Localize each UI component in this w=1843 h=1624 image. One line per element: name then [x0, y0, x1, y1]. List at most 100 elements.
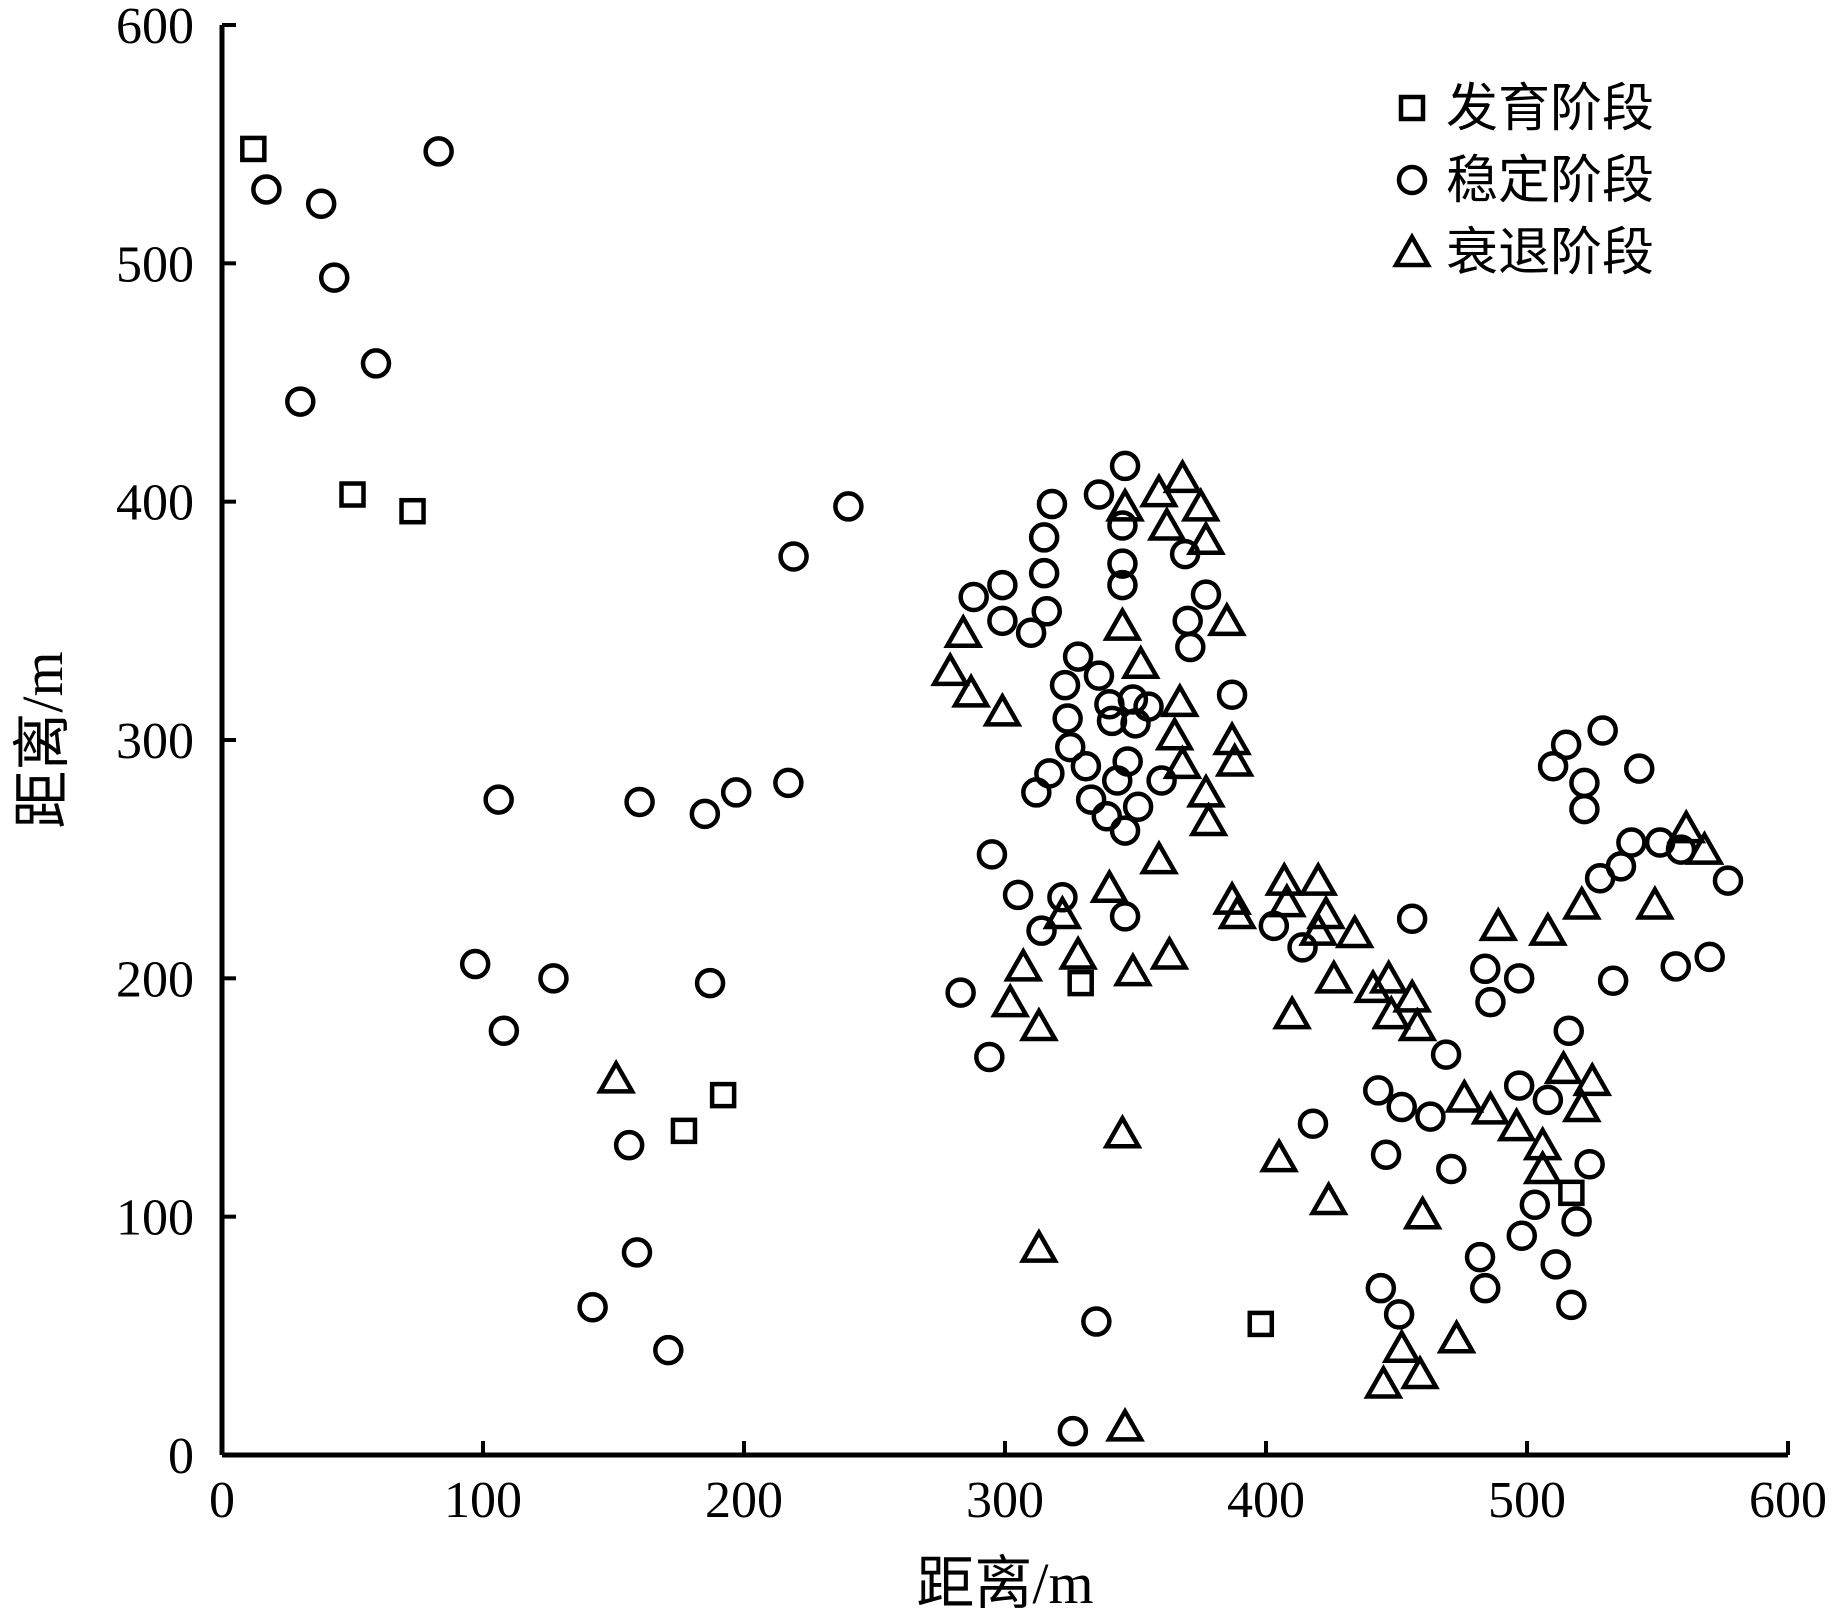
- triangle-point: [1212, 880, 1252, 915]
- x-tick-label: 300: [966, 1472, 1044, 1529]
- circle-point: [1550, 729, 1582, 761]
- triangle-point: [1102, 1113, 1143, 1149]
- x-tick-label: 500: [1488, 1472, 1566, 1529]
- circle-point: [1049, 669, 1081, 701]
- triangle-point: [1363, 1363, 1404, 1399]
- y-tick-label: 300: [116, 713, 194, 770]
- triangle-point: [1019, 1006, 1059, 1042]
- triangle-point: [1402, 1194, 1443, 1230]
- series-triangle: [596, 458, 1725, 1442]
- square-point: [1558, 1179, 1585, 1207]
- circle-point: [1172, 605, 1203, 637]
- triangle-point: [1186, 520, 1226, 556]
- y-tick-label: 100: [116, 1190, 194, 1247]
- legend-circle-icon: [1396, 164, 1428, 196]
- square-point: [1067, 969, 1094, 997]
- triangle-point: [1392, 977, 1433, 1013]
- circle-point: [1415, 1101, 1446, 1132]
- circle-point: [1660, 951, 1692, 982]
- triangle-point: [1381, 1328, 1422, 1363]
- circle-point: [694, 967, 726, 999]
- triangle-point: [1159, 682, 1200, 718]
- circle-point: [1553, 1015, 1585, 1047]
- triangle-point: [930, 651, 971, 687]
- circle-point: [1070, 750, 1102, 782]
- circle-point: [1015, 617, 1047, 648]
- circle-point: [1057, 1415, 1089, 1447]
- circle-point: [305, 188, 337, 219]
- circle-point: [1537, 750, 1569, 782]
- triangle-point: [1149, 934, 1190, 970]
- circle-point: [1107, 548, 1138, 579]
- circle-point: [833, 491, 864, 522]
- y-tick-label: 600: [116, 0, 194, 55]
- circle-point: [621, 1237, 653, 1268]
- circle-point: [613, 1129, 645, 1161]
- circle-point: [318, 262, 350, 293]
- circle-point: [1107, 510, 1138, 541]
- plot-area: 0 100 200 300 400 500 600 0 100 200 300 400 500 600: [116, 0, 1827, 1529]
- circle-point: [773, 767, 804, 799]
- circle-point: [1107, 569, 1138, 601]
- circle-point: [987, 569, 1018, 601]
- circle-point: [624, 786, 655, 818]
- circle-point: [1532, 1084, 1564, 1116]
- legend-square-icon: [1398, 94, 1426, 122]
- legend-triangle-icon: [1392, 232, 1432, 268]
- circle-point: [1096, 705, 1128, 737]
- circle-point: [1475, 986, 1506, 1018]
- circle-point: [1506, 1220, 1538, 1251]
- x-tick-label: 600: [1749, 1472, 1827, 1529]
- circle-point: [1109, 901, 1141, 932]
- triangle-point: [1162, 744, 1203, 780]
- triangle-point: [1139, 839, 1179, 875]
- circle-point: [1047, 882, 1078, 913]
- circle-point: [1587, 715, 1618, 746]
- triangle-point: [1334, 913, 1375, 949]
- circle-point: [720, 777, 752, 808]
- circle-point: [778, 541, 809, 572]
- legend-item-triangle: 衰退阶段: [1392, 223, 1654, 283]
- triangle-point: [951, 672, 991, 708]
- triangle-point: [1019, 1228, 1059, 1263]
- circle-point: [423, 136, 454, 167]
- series-square: [240, 135, 1585, 1338]
- circle-point: [1386, 1091, 1417, 1123]
- circle-point: [1503, 1070, 1535, 1101]
- y-axis-title: 距离/m: [10, 651, 75, 828]
- circle-point: [1091, 801, 1123, 832]
- circle-point: [1616, 827, 1647, 858]
- circle-point: [1561, 1206, 1592, 1237]
- triangle-point: [1146, 505, 1187, 541]
- circle-point: [689, 798, 721, 830]
- x-tick-label: 400: [1227, 1472, 1305, 1529]
- triangle-point: [1470, 1089, 1511, 1125]
- triangle-point: [1206, 601, 1247, 637]
- circle-point: [958, 581, 989, 613]
- circle-point: [1002, 879, 1034, 911]
- square-point: [670, 1117, 698, 1145]
- triangle-point: [982, 691, 1023, 727]
- circle-point: [360, 348, 392, 379]
- square-point: [399, 497, 426, 525]
- circle-point: [1075, 784, 1107, 815]
- circle-point: [1694, 941, 1725, 973]
- triangle-point: [1186, 772, 1226, 808]
- triangle-point: [1572, 1061, 1613, 1097]
- triangle-point: [1684, 830, 1725, 865]
- circle-point: [1540, 1249, 1571, 1280]
- y-tick-label: 0: [168, 1428, 194, 1485]
- circle-point: [1028, 522, 1060, 553]
- triangle-point: [596, 1058, 636, 1094]
- legend-label: 发育阶段: [1446, 79, 1654, 139]
- triangle-point: [1298, 861, 1339, 896]
- triangle-point: [1298, 911, 1339, 946]
- triangle-point: [1561, 1087, 1602, 1123]
- square-point: [240, 135, 267, 163]
- x-axis-title: 距离/m: [916, 1551, 1093, 1616]
- triangle-point: [1180, 486, 1221, 522]
- circle-point: [1712, 865, 1744, 896]
- circle-point: [1036, 488, 1068, 520]
- triangle-point: [1188, 801, 1229, 837]
